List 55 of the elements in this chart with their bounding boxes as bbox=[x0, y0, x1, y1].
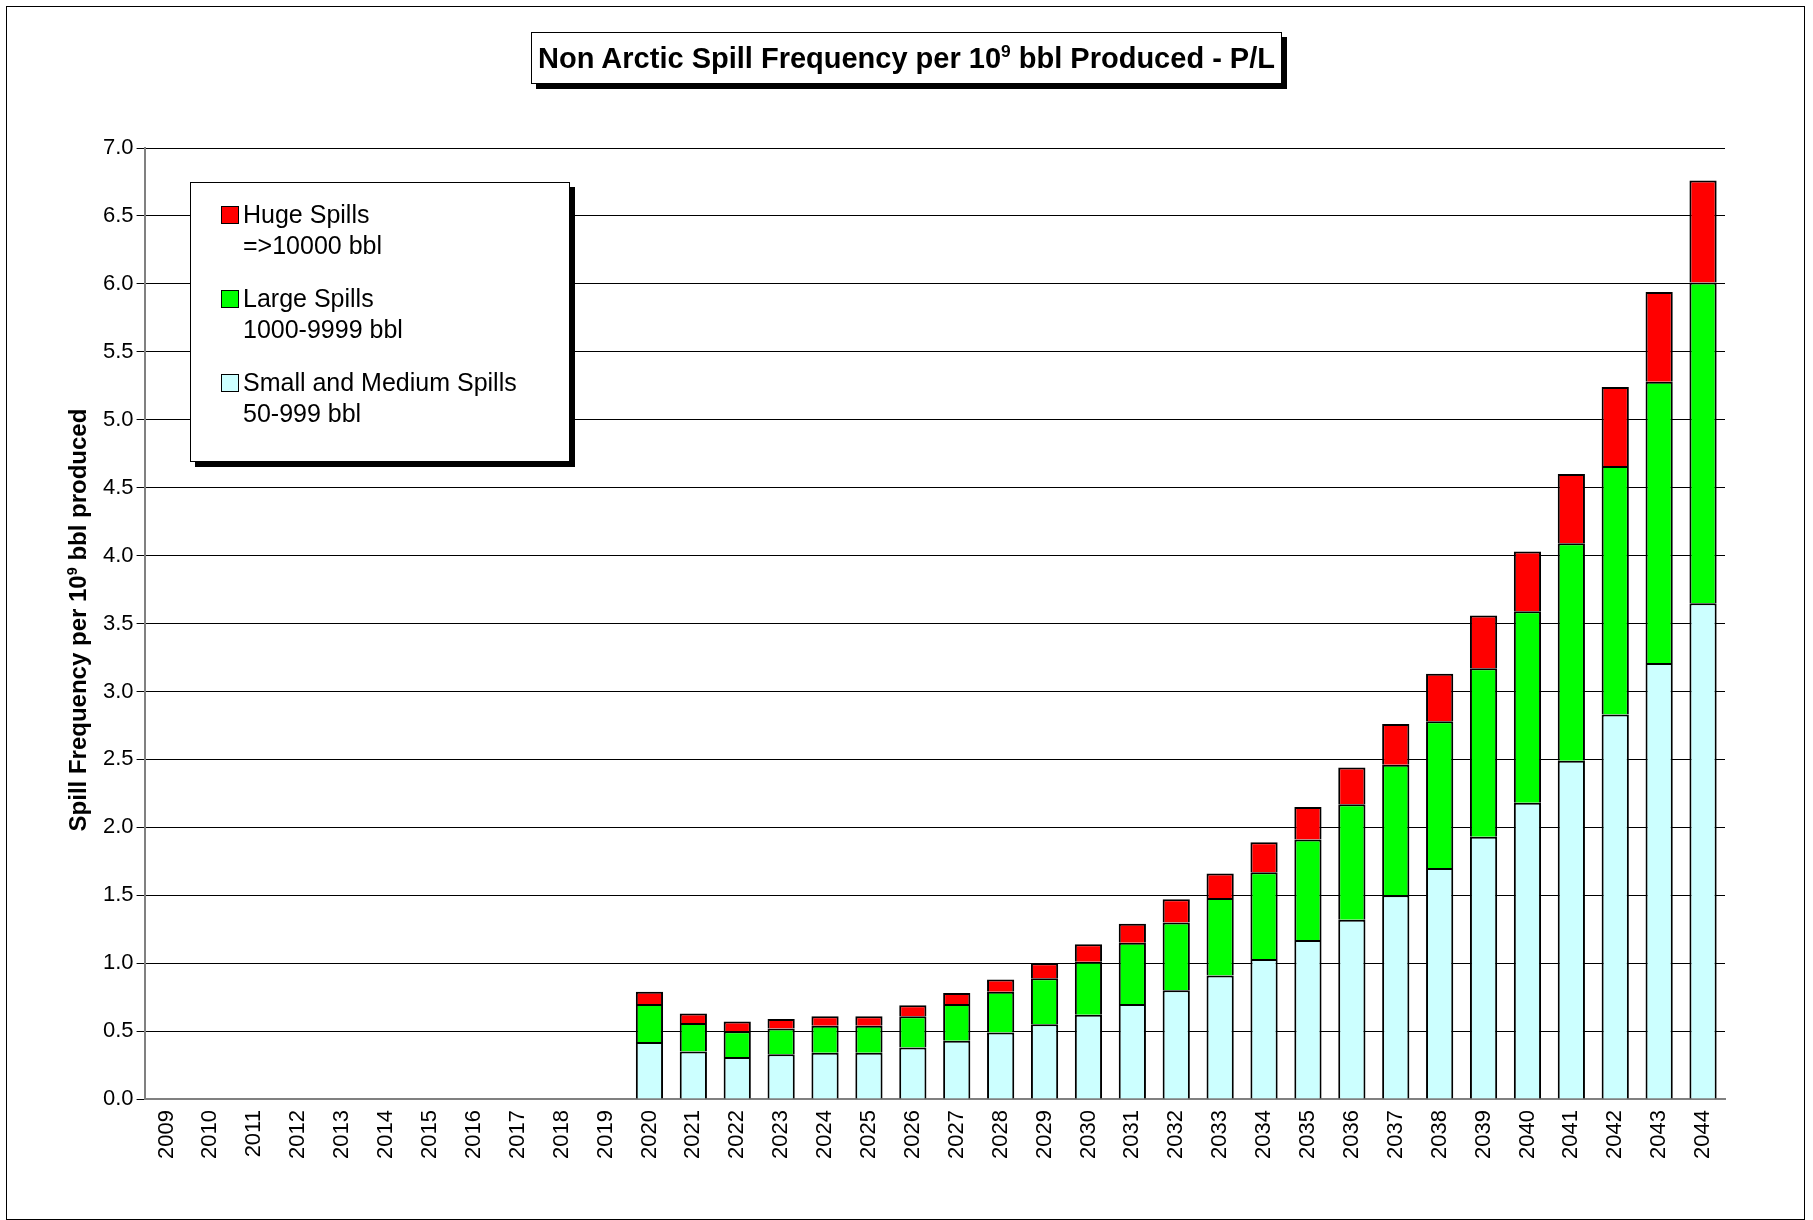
x-tick-label: 2037 bbox=[1381, 1110, 1407, 1160]
y-tick-label: 7.0 bbox=[102, 134, 134, 160]
x-tick-label: 2043 bbox=[1645, 1110, 1671, 1160]
x-tick-label: 2039 bbox=[1469, 1110, 1495, 1160]
legend-label: Large Spills 1000-9999 bbl bbox=[242, 283, 404, 345]
x-tick-label: 2013 bbox=[328, 1110, 354, 1160]
x-tick-label: 2033 bbox=[1206, 1110, 1232, 1160]
x-tick-label: 2019 bbox=[591, 1110, 617, 1160]
y-tick-label: 1.0 bbox=[102, 949, 134, 975]
x-tick-label: 2018 bbox=[547, 1110, 573, 1160]
x-tick-label: 2023 bbox=[767, 1110, 793, 1160]
x-tick-label: 2011 bbox=[240, 1110, 266, 1158]
x-tick-label: 2032 bbox=[1162, 1110, 1188, 1160]
y-tick-label: 3.5 bbox=[102, 609, 134, 635]
x-tick-label: 2021 bbox=[679, 1110, 705, 1160]
x-tick-label: 2044 bbox=[1689, 1110, 1715, 1160]
y-tick-label: 5.5 bbox=[102, 337, 134, 363]
x-tick-label: 2040 bbox=[1513, 1110, 1539, 1160]
x-tick-label: 2034 bbox=[1250, 1110, 1276, 1160]
x-tick-label: 2022 bbox=[723, 1110, 749, 1160]
x-tick-label: 2025 bbox=[855, 1110, 880, 1160]
y-tick-label: 6.0 bbox=[102, 269, 134, 295]
x-tick-label: 2015 bbox=[416, 1110, 441, 1160]
x-tick-label: 2014 bbox=[372, 1110, 398, 1160]
y-tick-label: 4.5 bbox=[102, 473, 134, 499]
x-tick-label: 2024 bbox=[811, 1110, 837, 1160]
y-tick-label: 3.0 bbox=[102, 677, 134, 703]
x-tick-label: 2041 bbox=[1557, 1110, 1583, 1160]
x-tick-label: 2030 bbox=[1074, 1110, 1100, 1160]
x-tick-label: 2012 bbox=[284, 1110, 310, 1160]
y-tick-label: 5.0 bbox=[102, 405, 134, 431]
x-tick-label: 2020 bbox=[635, 1110, 661, 1160]
x-tick-label: 2038 bbox=[1425, 1110, 1451, 1160]
y-tick-label: 0.0 bbox=[102, 1085, 134, 1111]
y-tick-label: 2.5 bbox=[102, 745, 134, 771]
x-tick-label: 2010 bbox=[196, 1110, 222, 1160]
y-tick-label: 6.5 bbox=[102, 202, 134, 227]
x-tick-label: 2026 bbox=[898, 1110, 924, 1160]
x-tick-label: 2036 bbox=[1337, 1110, 1363, 1160]
y-tick-label: 4.0 bbox=[102, 541, 134, 567]
legend-label: Small and Medium Spills 50-999 bbl bbox=[242, 367, 518, 429]
x-tick-label: 2027 bbox=[942, 1110, 968, 1160]
y-tick-label: 0.5 bbox=[102, 1017, 134, 1043]
legend-label: Huge Spills =>10000 bbl bbox=[242, 199, 384, 261]
x-tick-label: 2031 bbox=[1118, 1110, 1144, 1160]
x-tick-label: 2042 bbox=[1601, 1110, 1627, 1160]
x-tick-label: 2017 bbox=[503, 1110, 529, 1160]
chart-title: Non Arctic Spill Frequency per 10$^{9}$ bbl Produced - P/L bbox=[531, 32, 1282, 84]
x-tick-label: 2029 bbox=[1030, 1110, 1056, 1160]
y-tick-label: 2.0 bbox=[102, 813, 134, 839]
y-tick-label: 1.5 bbox=[102, 881, 134, 907]
x-tick-label: 2016 bbox=[459, 1110, 485, 1160]
x-tick-label: 2035 bbox=[1294, 1110, 1320, 1160]
x-tick-label: 2028 bbox=[986, 1110, 1012, 1160]
x-tick-label: 2009 bbox=[152, 1110, 178, 1160]
